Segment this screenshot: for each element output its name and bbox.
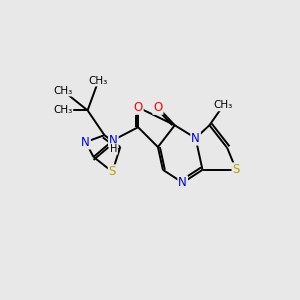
- Text: H: H: [110, 144, 117, 154]
- Text: S: S: [109, 165, 116, 178]
- Text: N: N: [178, 176, 187, 189]
- Text: O: O: [153, 101, 163, 114]
- Text: N: N: [81, 136, 90, 148]
- Text: CH₃: CH₃: [214, 100, 233, 110]
- Text: S: S: [232, 163, 240, 176]
- Text: CH₃: CH₃: [53, 105, 72, 116]
- Text: O: O: [134, 101, 143, 114]
- Text: N: N: [191, 132, 200, 145]
- Text: CH₃: CH₃: [89, 76, 108, 85]
- Text: CH₃: CH₃: [53, 85, 72, 96]
- Text: N: N: [109, 134, 118, 147]
